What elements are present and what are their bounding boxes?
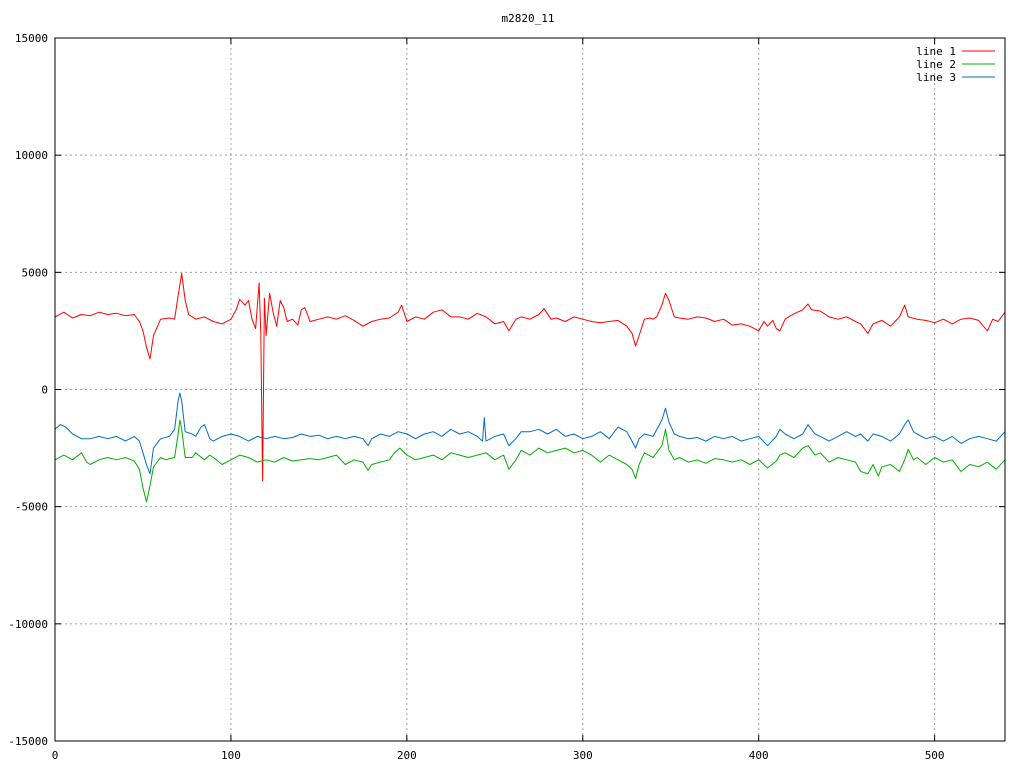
x-tick-label: 300 [573, 749, 593, 762]
legend-label: line 3 [916, 71, 956, 84]
y-tick-label: -5000 [15, 501, 48, 514]
series-line-1 [54, 273, 1006, 482]
series-line-2 [54, 419, 1006, 503]
y-tick-label: -15000 [8, 735, 48, 748]
x-tick-label: 200 [397, 749, 417, 762]
x-tick-label: 100 [221, 749, 241, 762]
series-line-3 [54, 392, 1006, 475]
x-axis-ticks: 0 100 200 300 400 500 [52, 38, 945, 762]
y-axis-ticks: -15000 -10000 -5000 0 5000 10000 15000 [8, 32, 1005, 748]
x-tick-label: 0 [52, 749, 59, 762]
grid-lines [55, 38, 1005, 741]
legend-label: line 2 [916, 58, 956, 71]
y-tick-label: -10000 [8, 618, 48, 631]
y-tick-label: 10000 [15, 149, 48, 162]
legend-label: line 1 [916, 45, 956, 58]
y-tick-label: 15000 [15, 32, 48, 45]
y-tick-label: 5000 [22, 266, 49, 279]
plot-frame [54, 37, 1006, 742]
chart-title: m2820_11 [502, 12, 555, 25]
x-tick-label: 400 [749, 749, 769, 762]
y-tick-label: 0 [41, 384, 48, 397]
x-tick-label: 500 [925, 749, 945, 762]
series-lines [54, 273, 1006, 503]
